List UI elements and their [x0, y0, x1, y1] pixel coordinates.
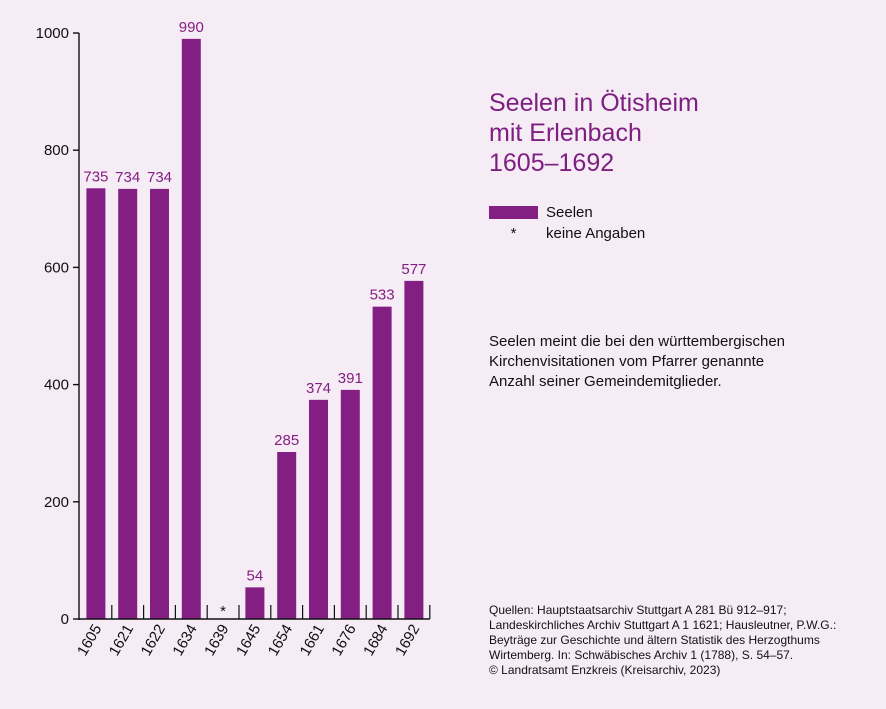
bar [404, 280, 424, 619]
legend-label: Seelen [546, 204, 593, 221]
bar-value-label: 735 [83, 168, 108, 185]
bar-value-label: 54 [247, 567, 264, 584]
note-line: Kirchenvisitationen vom Pfarrer genannte [489, 353, 765, 370]
y-tick-label: 200 [44, 494, 69, 511]
bar-value-label: 577 [401, 261, 426, 278]
sources-line: Beyträge zur Geschichte und ältern Stati… [489, 633, 820, 647]
bar [245, 587, 265, 619]
bar [150, 188, 169, 619]
x-tick-label: 1621 [106, 622, 137, 659]
x-tick-label: 1622 [138, 622, 169, 659]
title-line: 1605–1692 [489, 149, 615, 177]
legend-item-missing: * keine Angaben [489, 223, 849, 244]
bar [340, 389, 360, 619]
legend-item-seelen: Seelen [489, 202, 849, 223]
bar [309, 399, 328, 619]
bar-value-label: 285 [274, 432, 299, 449]
bar [86, 188, 106, 620]
bar [277, 451, 297, 619]
x-tick-label: 1684 [360, 622, 391, 659]
bars: 735 734 734 990 * 54 285 374 391 533 577 [83, 19, 426, 620]
missing-data-marker: * [220, 603, 226, 620]
bar-value-label: 734 [115, 169, 140, 186]
bar-value-label: 391 [338, 370, 363, 387]
sources-line: Quellen: Hauptstaatsarchiv Stuttgart A 2… [489, 603, 787, 617]
x-tick-label: 1605 [74, 622, 105, 659]
x-tick-label: 1661 [297, 622, 328, 659]
y-tick-label: 0 [61, 611, 69, 628]
title-line: Seelen in Ötisheim [489, 89, 699, 117]
explanatory-note: Seelen meint die bei den württembergisch… [489, 332, 859, 392]
bar-value-label: 374 [306, 380, 331, 397]
chart-title: Seelen in Ötisheim mit Erlenbach 1605–16… [489, 88, 869, 178]
x-tick-label: 1634 [169, 622, 200, 659]
x-tick-label: 1639 [201, 622, 232, 659]
y-tick-label: 600 [44, 259, 69, 276]
sources-line: © Landratsamt Enzkreis (Kreisarchiv, 202… [489, 663, 721, 677]
y-tick-label: 1000 [36, 25, 69, 42]
x-tick-label: 1645 [233, 622, 264, 659]
y-tick-label: 800 [44, 142, 69, 159]
sources-line: Landeskirchliches Archiv Stuttgart A 1 1… [489, 618, 837, 632]
note-line: Anzahl seiner Gemeindemitglieder. [489, 373, 722, 390]
bar [372, 306, 392, 619]
legend: Seelen * keine Angaben [489, 202, 849, 244]
legend-swatch [489, 206, 538, 219]
sources-line: Wirtemberg. In: Schwäbisches Archiv 1 (1… [489, 648, 794, 662]
y-axis: 0 200 400 600 800 1000 [36, 25, 80, 628]
y-tick-label: 400 [44, 377, 69, 394]
legend-missing-symbol: * [510, 225, 517, 242]
bar-value-label: 990 [179, 19, 204, 36]
bar [181, 38, 201, 620]
bar [118, 188, 138, 619]
sources: Quellen: Hauptstaatsarchiv Stuttgart A 2… [489, 603, 884, 678]
title-line: mit Erlenbach [489, 119, 642, 147]
x-tick-label: 1676 [328, 622, 359, 659]
bar-value-label: 533 [370, 287, 395, 304]
bar-value-label: 734 [147, 169, 172, 186]
legend-label: keine Angaben [546, 225, 646, 242]
x-tick-label: 1654 [265, 622, 296, 659]
note-line: Seelen meint die bei den württembergisch… [489, 333, 786, 350]
x-tick-label: 1692 [392, 622, 423, 659]
